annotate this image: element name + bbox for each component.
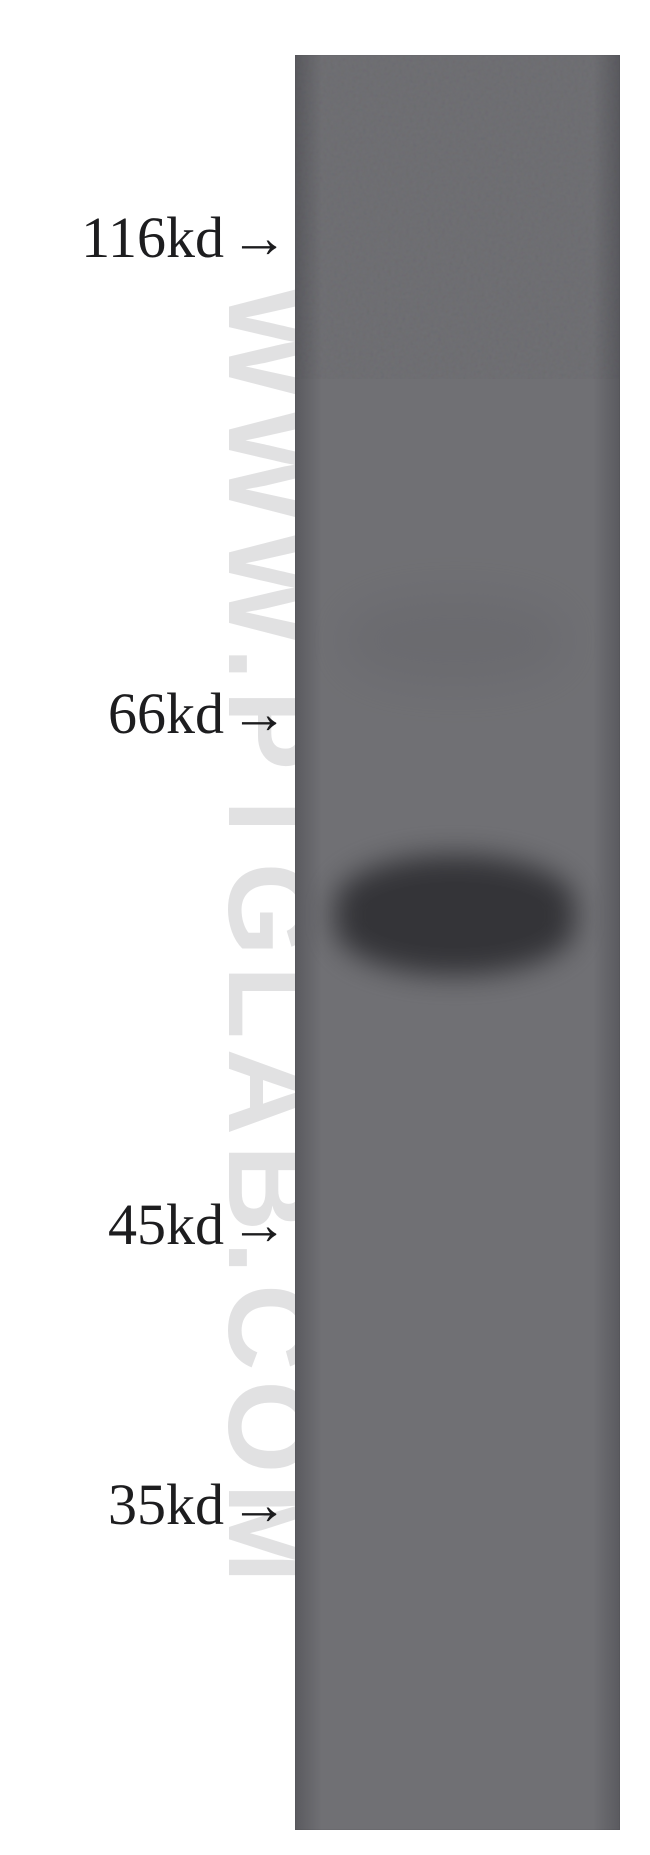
arrow-icon: →	[230, 209, 288, 267]
mw-marker-label: 45kd	[108, 1191, 224, 1258]
mw-marker-row: 35kd→	[0, 1464, 288, 1545]
arrow-icon: →	[230, 1196, 288, 1254]
mw-marker-label: 116kd	[81, 204, 224, 271]
mw-marker-row: 116kd→	[0, 197, 288, 278]
mw-marker-label: 66kd	[108, 680, 224, 747]
mw-marker-label: 35kd	[108, 1471, 224, 1538]
arrow-icon: →	[230, 1476, 288, 1534]
arrow-icon: →	[230, 685, 288, 743]
primary-band	[335, 855, 575, 975]
blot-container: WWW.PTGLAB.COM 116kd→66kd→45kd→35kd→	[0, 0, 650, 1855]
mw-marker-row: 45kd→	[0, 1184, 288, 1265]
mw-marker-row: 66kd→	[0, 673, 288, 754]
faint-band-upper	[345, 595, 565, 685]
lane-grain	[296, 56, 619, 379]
